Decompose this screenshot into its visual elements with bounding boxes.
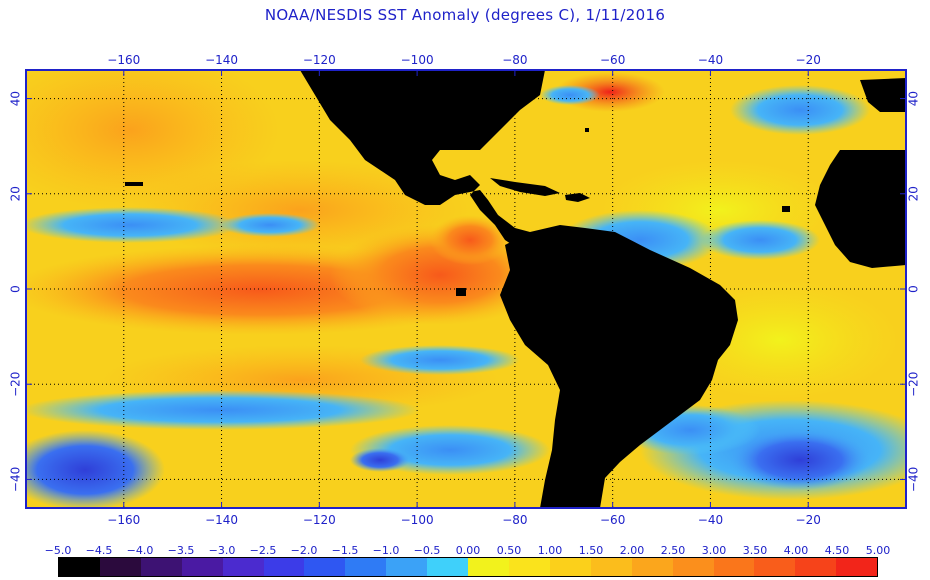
colorbar-label: 2.50 [660,544,686,557]
colorbar-label: 1.00 [537,544,563,557]
lat-tick-label-right: 0 [907,285,921,293]
lon-tick-label-bottom: −140 [205,513,238,527]
colorbar-swatch [508,558,550,576]
colorbar-swatch [713,558,755,576]
cool-anomaly-east-atlantic [730,85,870,135]
colorbar-labels: −5.0 −4.5 −4.0 −3.5 −3.0 −2.5 −2.0 −1.5 −1.0 −0.5… [0,544,930,560]
cool-anomaly-north-atlantic-east [700,220,820,260]
colorbar-swatch [468,558,509,576]
cape-verde-islands [782,206,790,212]
warm-anomaly-central-america [430,215,510,265]
lat-tick-label-right: 40 [907,91,921,106]
lon-tick-label-bottom: −60 [600,513,625,527]
galapagos-islands [456,288,466,296]
colorbar-label: 3.50 [742,544,768,557]
north-america-land [300,70,545,250]
lon-tick-label-top: −160 [107,53,140,67]
colorbar-label: −1.0 [372,544,400,557]
colorbar-swatch [549,558,591,576]
colorbar-swatch [181,558,223,576]
lon-tick-label-top: −40 [698,53,723,67]
hawaii-islands [125,182,143,186]
lon-tick-label-bottom: −20 [796,513,821,527]
colorbar-label: −5.0 [44,544,72,557]
colorbar-swatch [140,558,182,576]
colorbar-swatch [590,558,632,576]
lat-tick-label-left: 40 [9,91,23,106]
colorbar-label: −3.0 [208,544,236,557]
colorbar-label: −2.0 [290,544,318,557]
cool-anomaly-north-pacific-band [26,207,240,243]
tick-labels: −160 −160 −140 −140 −120 −120 −100 −100 −80 −80 −6… [9,53,921,527]
lat-tick-label-right: −20 [907,372,921,397]
sst-anomaly-map: −160 −160 −140 −140 −120 −120 −100 −100 −80 −80 −6… [9,53,921,527]
colorbar-swatch [386,558,428,576]
lon-tick-label-top: −120 [303,53,336,67]
bermuda-island [585,128,589,132]
lon-tick-label-top: −100 [401,53,434,67]
lon-tick-label-top: −20 [796,53,821,67]
lat-tick-label-left: −40 [9,467,23,492]
colorbar-label: −4.5 [85,544,113,557]
colorbar-swatch [263,558,305,576]
colorbar-swatch [427,558,469,576]
colorbar-label: 4.50 [824,544,850,557]
colorbar-swatch [345,558,387,576]
cuba-island [490,178,560,196]
map-title: NOAA/NESDIS SST Anomaly (degrees C), 1/1… [264,6,666,24]
cold-anomaly-southwest-pacific [26,430,165,508]
colorbar-label: −4.0 [126,544,154,557]
colorbar-label: 0.50 [496,544,522,557]
colorbar-label: 1.50 [578,544,604,557]
colorbar-swatch [836,558,878,576]
colorbar-swatch [59,558,100,576]
lon-tick-label-bottom: −160 [107,513,140,527]
colorbar-swatch [672,558,714,576]
cold-anomaly-southeast-pacific [350,448,410,472]
colorbar-swatch [754,558,796,576]
colorbar-swatch [99,558,141,576]
colorbar-label: −1.5 [331,544,359,557]
colorbar-label: −2.5 [249,544,277,557]
graticule [26,70,906,508]
colorbar-label: 5.00 [865,544,891,557]
iberia-land [860,78,906,112]
lon-tick-label-top: −80 [502,53,527,67]
lon-tick-label-top: −60 [600,53,625,67]
colorbar-swatch [304,558,346,576]
cold-anomaly-south-atlantic [730,430,870,490]
colorbar-label: −0.5 [413,544,441,557]
colorbar-swatch [631,558,673,576]
colorbar-label: 4.00 [783,544,809,557]
lon-tick-label-bottom: −40 [698,513,723,527]
cool-anomaly-peru-coast [360,345,520,375]
lon-tick-label-top: −140 [205,53,238,67]
lat-tick-label-right: 20 [907,186,921,201]
colorbar-swatch [222,558,264,576]
lon-tick-label-bottom: −100 [401,513,434,527]
colorbar-swatch [795,558,837,576]
colorbar-label: 0.00 [455,544,481,557]
africa-land [815,150,906,268]
cool-anomaly-labrador [540,85,600,105]
lon-tick-label-bottom: −80 [502,513,527,527]
lat-tick-label-left: −20 [9,372,23,397]
lat-tick-label-left: 20 [9,186,23,201]
cool-anomaly-subtropical-north-pacific [220,213,320,237]
cool-anomaly-south-pacific-band [26,390,420,430]
tick-marks [26,70,906,508]
lon-tick-label-bottom: −120 [303,513,336,527]
colorbar-label: 2.00 [619,544,645,557]
colorbar-label: 3.00 [701,544,727,557]
south-america-land [500,225,738,508]
colorbar [58,557,878,577]
colorbar-label: −3.5 [167,544,195,557]
hispaniola-island [565,193,590,202]
lat-tick-label-left: 0 [9,285,23,293]
lat-tick-label-right: −40 [907,467,921,492]
